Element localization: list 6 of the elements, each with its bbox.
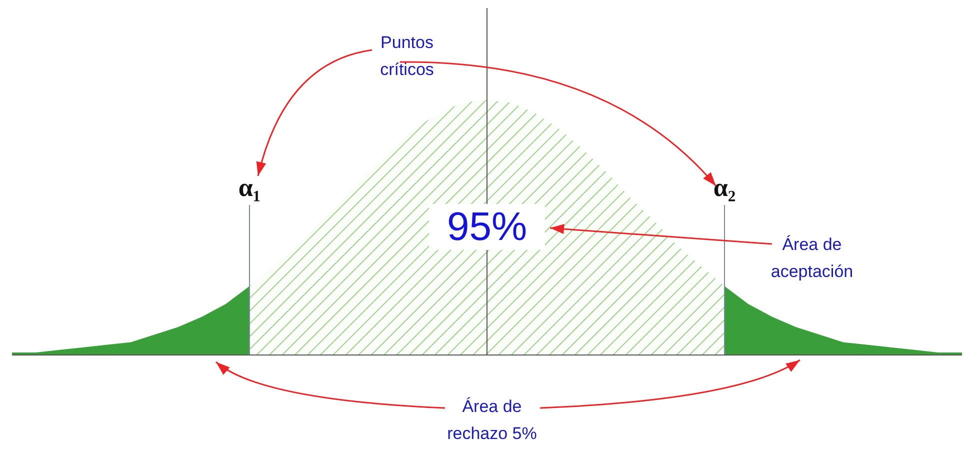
annotation: 95% xyxy=(446,205,528,249)
text: Puntos críticos xyxy=(380,33,434,80)
annotation: α₂ xyxy=(713,173,736,202)
text: Área de rechazo 5% xyxy=(447,397,537,444)
annotation: α₁ xyxy=(238,173,261,202)
annotation: Área de aceptación xyxy=(770,235,854,282)
